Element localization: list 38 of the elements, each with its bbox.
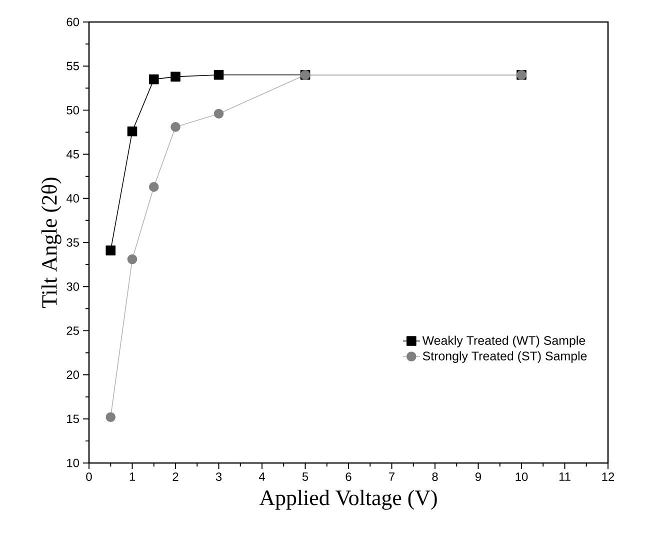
x-tick-label: 10 <box>516 472 528 481</box>
point <box>148 182 159 192</box>
y-tick-label: 25 <box>66 326 79 335</box>
y-tick-label: 55 <box>66 62 79 70</box>
y-tick-label: 15 <box>67 414 79 424</box>
y-tick-label: 60 <box>66 18 80 26</box>
point <box>148 74 159 84</box>
x-tick-label: 7 <box>389 472 394 481</box>
point <box>170 72 180 82</box>
point <box>127 126 138 136</box>
x-tick-label: 11 <box>559 472 570 481</box>
y-tick-label: 35 <box>66 238 79 247</box>
point <box>106 246 116 256</box>
x-tick-label: 1 <box>130 472 135 481</box>
y-tick-label: 30 <box>66 282 80 291</box>
x-tick-label: 6 <box>346 472 352 481</box>
x-tick-label: 2 <box>172 472 178 481</box>
point <box>106 412 116 422</box>
x-tick-label: 9 <box>475 472 482 481</box>
y-tick-label: 45 <box>66 150 79 158</box>
x-axis-title: Applied Voltage (V) <box>259 490 437 510</box>
y-axis-title: Tilt Angle (2θ) <box>41 178 62 308</box>
point <box>214 108 224 119</box>
point <box>214 70 224 80</box>
y-tick-label: 40 <box>66 194 80 203</box>
point <box>170 122 180 132</box>
legend-label: Strongly Treated (ST) Sample <box>422 351 587 363</box>
legend-label: Weakly Treated (WT) Sample <box>422 336 586 348</box>
x-tick-label: 12 <box>602 472 614 481</box>
y-tick-label: 10 <box>67 458 80 468</box>
x-tick-label: 3 <box>216 472 222 481</box>
x-tick-label: 0 <box>86 472 92 481</box>
y-tick-label: 50 <box>66 106 80 114</box>
point <box>127 254 138 264</box>
y-tick-label: 20 <box>66 370 80 380</box>
x-tick-label: 8 <box>432 472 438 481</box>
x-tick-label: 5 <box>302 472 308 481</box>
x-tick-label: 4 <box>258 472 265 481</box>
